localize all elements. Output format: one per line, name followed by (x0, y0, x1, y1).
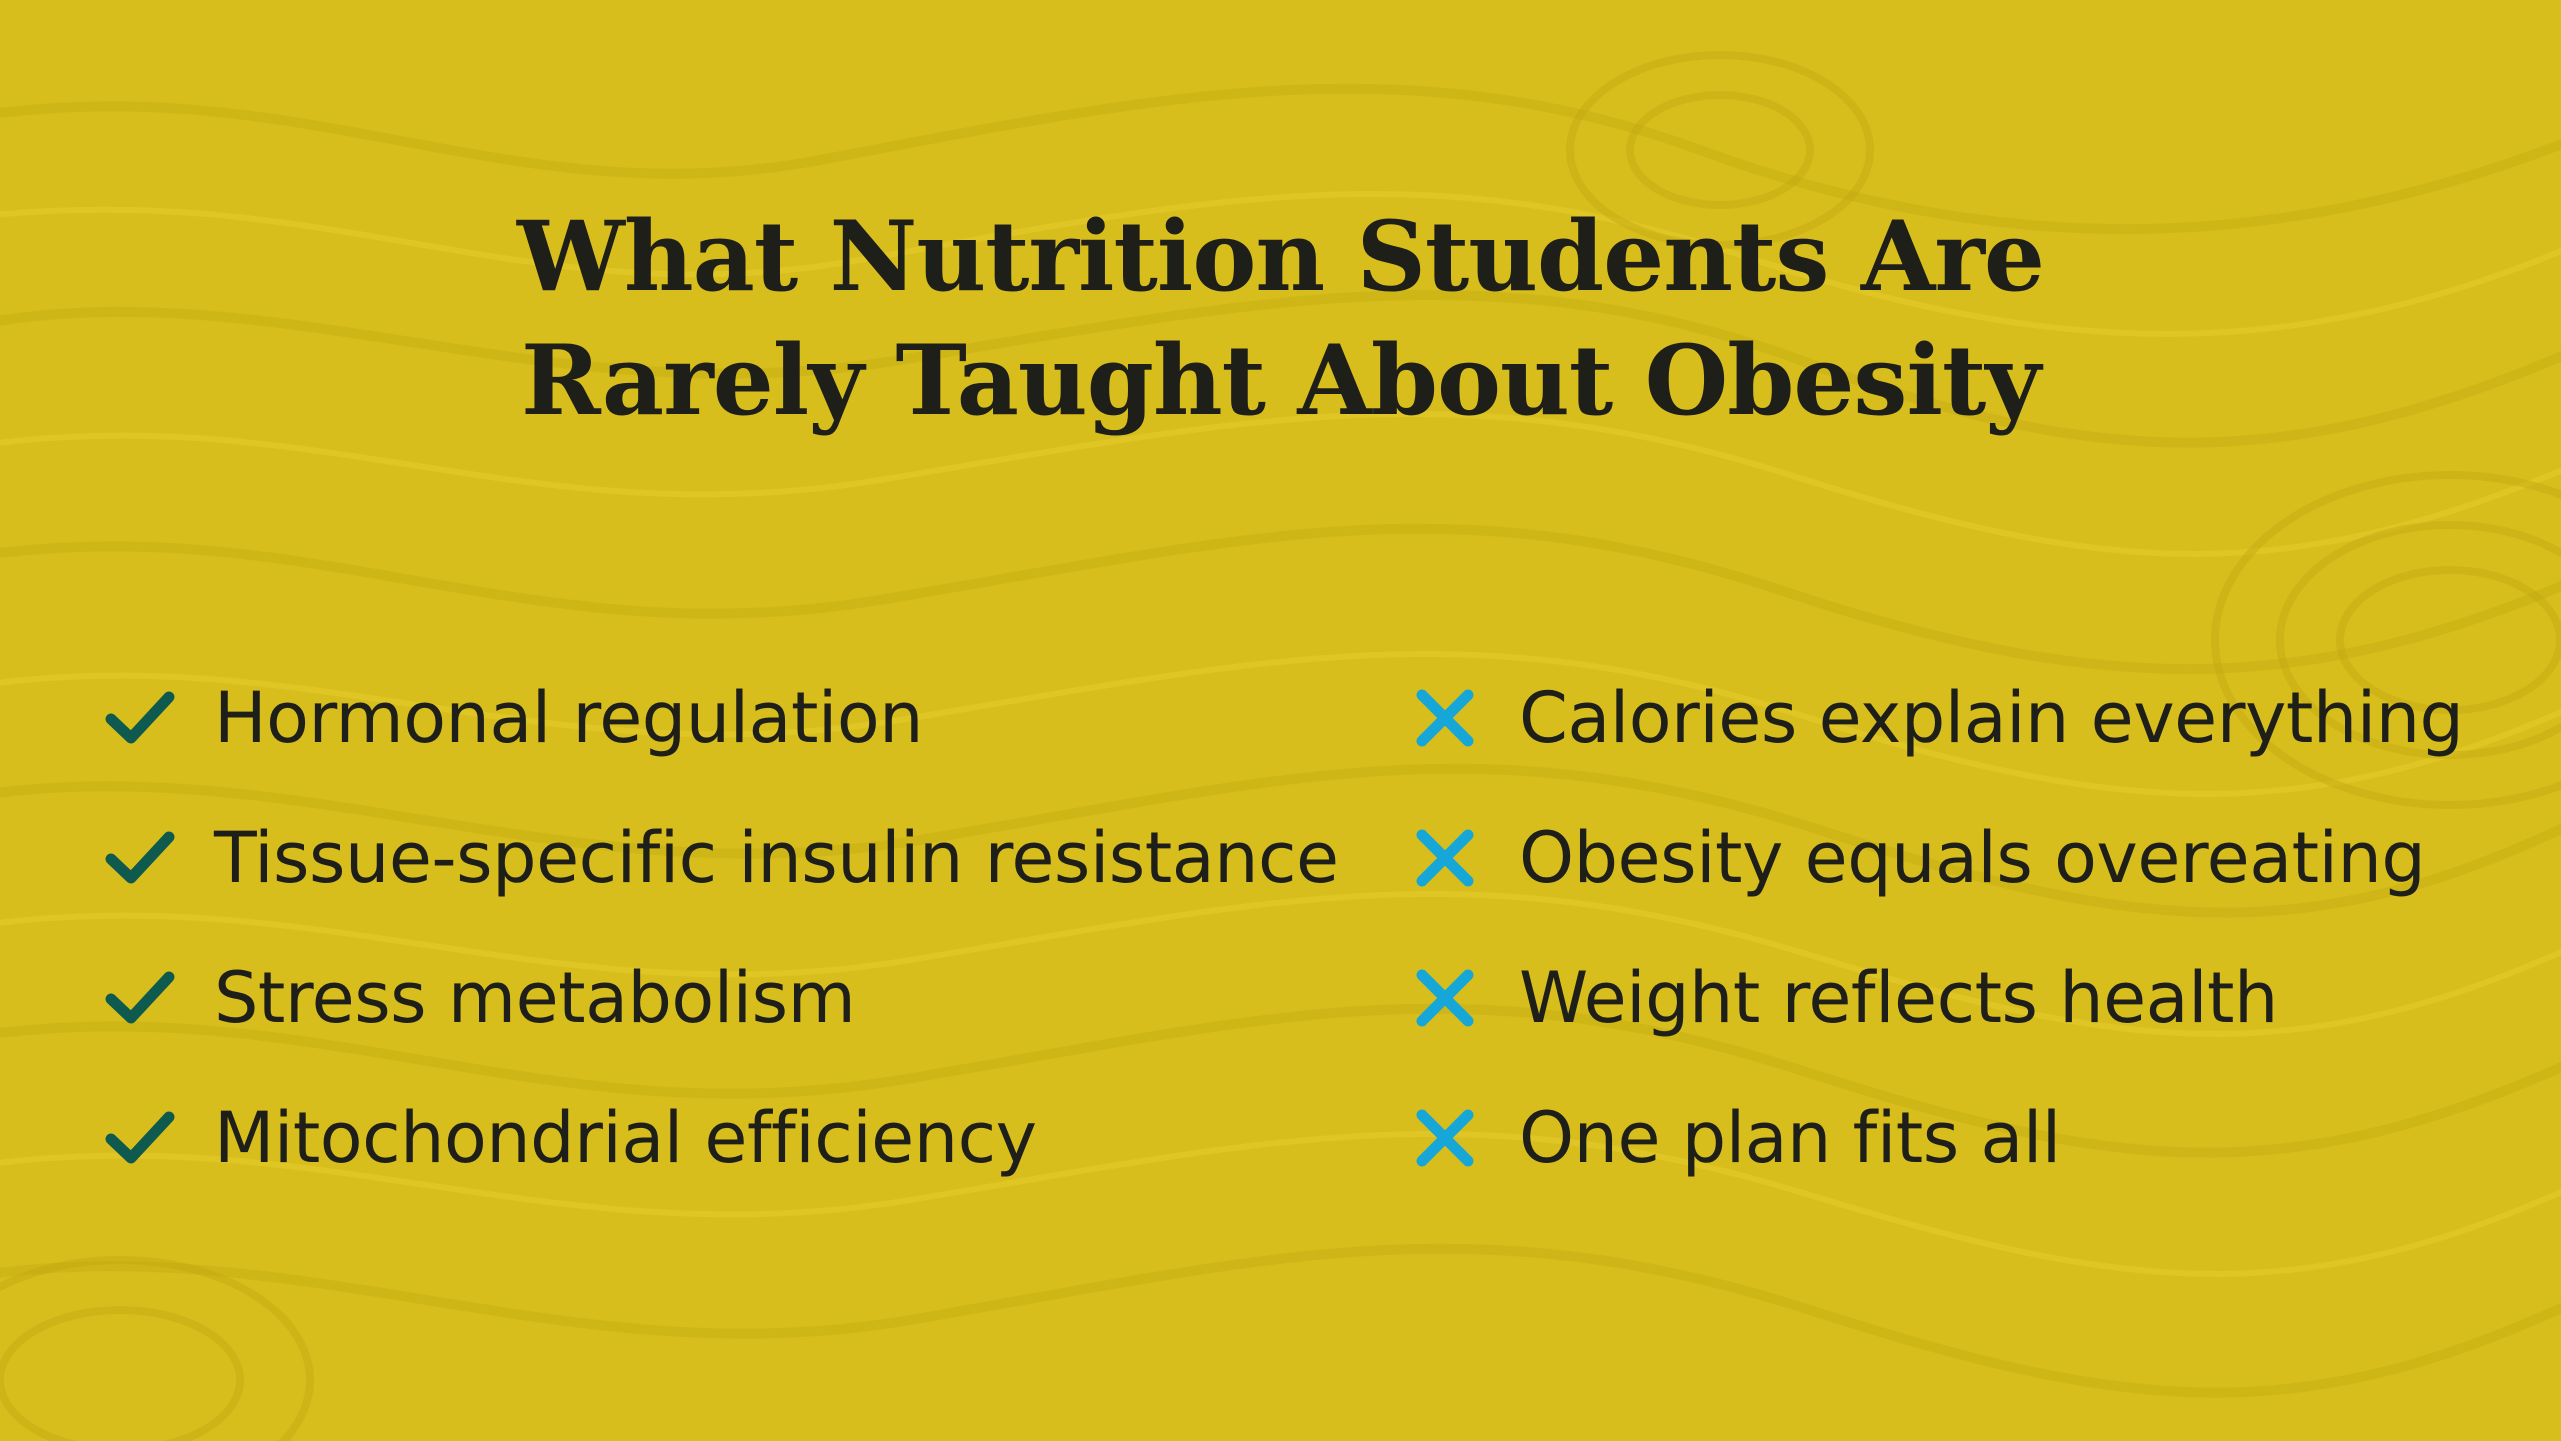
cross-icon (1405, 818, 1485, 898)
list-item: Tissue-specific insulin resistance (100, 788, 1339, 928)
list-item: Hormonal regulation (100, 648, 1339, 788)
checkmark-icon (100, 818, 180, 898)
list-item: One plan fits all (1405, 1068, 2464, 1208)
title-line-1: What Nutrition Students Are (517, 200, 2045, 313)
checkmark-icon (100, 958, 180, 1038)
list-item-label: Mitochondrial efficiency (214, 1097, 1037, 1179)
list-item-label: Stress metabolism (214, 957, 856, 1039)
myths-list: Calories explain everything Obesity equa… (1405, 648, 2464, 1208)
list-item-label: Weight reflects health (1519, 957, 2278, 1039)
cross-icon (1405, 958, 1485, 1038)
list-item: Calories explain everything (1405, 648, 2464, 788)
list-item-label: One plan fits all (1519, 1097, 2061, 1179)
list-item: Mitochondrial efficiency (100, 1068, 1339, 1208)
title-line-2: Rarely Taught About Obesity (520, 324, 2041, 437)
page-title: What Nutrition Students Are Rarely Taugh… (0, 195, 2561, 443)
list-item-label: Calories explain everything (1519, 677, 2464, 759)
list-item: Stress metabolism (100, 928, 1339, 1068)
cross-icon (1405, 1098, 1485, 1178)
list-item-label: Hormonal regulation (214, 677, 924, 759)
checkmark-icon (100, 678, 180, 758)
cross-icon (1405, 678, 1485, 758)
list-item-label: Tissue-specific insulin resistance (214, 817, 1339, 899)
list-item: Obesity equals overeating (1405, 788, 2464, 928)
taught-topics-list: Hormonal regulation Tissue-specific insu… (100, 648, 1339, 1208)
list-item-label: Obesity equals overeating (1519, 817, 2426, 899)
checkmark-icon (100, 1098, 180, 1178)
list-item: Weight reflects health (1405, 928, 2464, 1068)
